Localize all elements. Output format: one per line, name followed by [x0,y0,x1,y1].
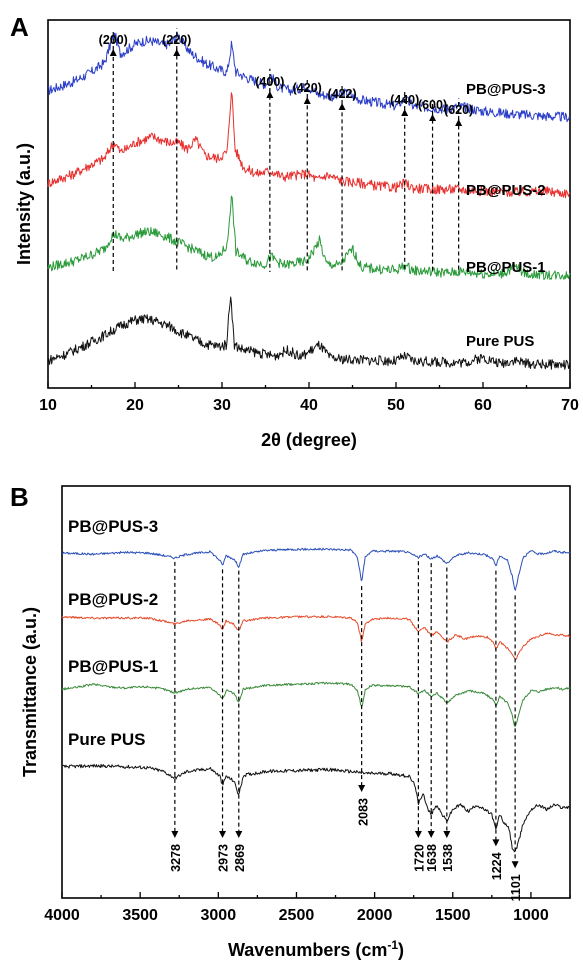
panel-a-trace-pb-pus-2 [47,92,571,199]
panel-a-x-tick-label: 40 [300,397,318,414]
panel-b-band-label: 2973 [217,844,231,872]
panel-a-x-tick-label: 50 [387,397,405,414]
panel-b-series-label: PB@PUS-2 [68,590,158,609]
panel-b-series-label: PB@PUS-3 [68,517,158,536]
panel-b-x-tick-label: 1500 [435,907,471,924]
panel-a-peak-label: (220) [162,33,191,47]
panel-b-letter: B [10,482,29,512]
panel-b-x-tick-label: 4000 [44,907,80,924]
panel-b-x-axis-label: Wavenumbers (cm-1) [228,938,404,960]
panel-b-arrowhead [358,785,366,792]
panel-b-arrowhead [427,831,435,838]
panel-a-peak-label: (400) [255,75,284,89]
panel-a-peak-label: (200) [99,33,128,47]
panel-b-band-label: 1101 [509,874,523,901]
panel-b-series-labels: PB@PUS-3 PB@PUS-2 PB@PUS-1 Pure PUS [68,517,158,749]
panel-a-series-label: Pure PUS [466,333,534,350]
panel-b-trace-pb-pus-2 [61,615,570,660]
panel-a-trace-pb-pus-3 [47,31,571,123]
panel-a-peak-annotations: (200) (220) (400) (420) (422) (440)(600)(620) [99,28,473,272]
panel-b-arrowhead [414,831,422,838]
panel-b-band-label: 1538 [441,844,455,872]
panel-a-x-tick-label: 60 [474,397,492,414]
panel-a-peak-label: (420) [293,81,322,95]
panel-b-ftir-chart: B 4000 3500 3000 2500 2000 1500 1000 3278 2973 2… [10,482,571,960]
panel-b-arrowhead [219,831,227,838]
panel-b-x-tick-label: 3000 [201,907,237,924]
panel-b-x-tick-label: 2500 [279,907,315,924]
panel-b-traces [61,547,571,853]
panel-a-series-labels: PB@PUS-3 PB@PUS-2 PB@PUS-1 Pure PUS [466,81,546,350]
panel-a-arrowhead [455,119,463,126]
panel-b-y-axis-label: Transmittance (a.u.) [20,607,40,777]
panel-b-x-tick-label: 3500 [122,907,158,924]
panel-b-x-axis-label-end: ) [398,940,404,960]
panel-a-y-axis-label: Intensity (a.u.) [14,143,34,265]
panel-a-x-tick-label: 30 [213,397,231,414]
panel-b-series-label: Pure PUS [68,730,145,749]
panel-a-x-tick-label: 70 [561,397,579,414]
panel-b-series-label: PB@PUS-1 [68,657,158,676]
panel-a-xrd-chart: A 10 20 30 40 50 60 70 (200) (220) (400) (420) (42… [10,12,579,450]
panel-a-x-tick-label: 20 [126,397,144,414]
panel-a-arrowhead [173,49,181,56]
panel-a-peak-label: (440) [390,93,419,107]
panel-b-trace-pure-pus [61,763,571,853]
panel-b-band-label: 1224 [490,852,504,880]
panel-b-arrowhead [443,831,451,838]
panel-a-peak-label: (600) [418,98,447,112]
panel-b-band-label: 2083 [357,798,371,826]
panel-b-plot-frame [61,485,571,899]
panel-b-arrowhead [492,839,500,847]
panel-a-peak-label: (620) [444,103,473,117]
panel-b-x-tick-label: 1000 [513,907,549,924]
panel-b-arrowhead [171,831,179,838]
panel-a-series-label: PB@PUS-3 [466,81,546,98]
panel-b-x-ticks: 4000 3500 3000 2500 2000 1500 1000 [44,892,571,924]
panel-b-band-label: 1720 [412,844,426,872]
panel-a-x-ticks: 10 20 30 40 50 60 70 [39,382,579,414]
panel-a-peak-label: (422) [327,87,356,101]
panel-b-x-axis-label-sup: -1 [387,938,398,952]
panel-a-traces [47,31,571,370]
panel-a-arrowhead [429,114,437,121]
panel-a-arrowhead [266,91,274,98]
panel-a-x-tick-label: 10 [39,397,57,414]
panel-a-letter: A [10,12,29,42]
panel-b-x-tick-label: 2000 [357,907,393,924]
panel-b-band-label: 2869 [233,844,247,872]
panel-b-band-label: 1638 [425,844,439,872]
panel-b-band-label: 3278 [169,844,183,872]
panel-b-arrowhead [235,831,243,838]
panel-a-trace-pb-pus-1 [47,195,571,281]
panel-b-x-axis-label-main: Wavenumbers (cm [228,940,387,960]
panel-a-x-axis-label: 2θ (degree) [261,430,357,450]
panel-a-series-label: PB@PUS-2 [466,182,546,199]
panel-b-trace-pb-pus-3 [61,547,571,591]
panel-b-trace-pb-pus-1 [61,681,571,727]
panel-a-series-label: PB@PUS-1 [466,259,546,276]
panel-a-trace-pure-pus [47,296,571,370]
panel-b-arrowhead [511,861,519,869]
